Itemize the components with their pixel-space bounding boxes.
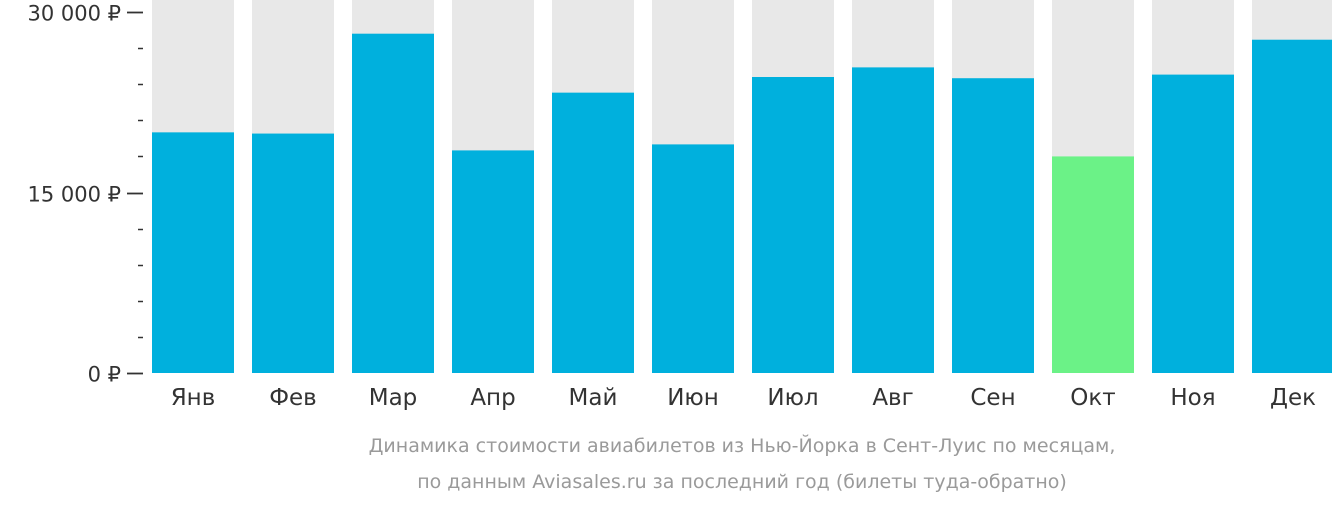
bar-12 <box>1252 39 1332 373</box>
caption-line-2: по данным Aviasales.ru за последний год … <box>417 471 1067 493</box>
bar-2 <box>252 133 334 373</box>
chart-caption: Динамика стоимости авиабилетов из Нью-Йо… <box>369 434 1116 493</box>
bar-11 <box>1152 74 1234 373</box>
y-tick-label-2: 15 000 ₽ <box>27 183 121 207</box>
x-tick-label-12: Дек <box>1270 385 1316 411</box>
bar-10 <box>1052 156 1134 373</box>
x-axis: Янв Фев Мар Апр Май Июн Июл Авг Сен Окт Ноя Дек <box>171 385 1316 411</box>
y-tick-label-3: 30 000 ₽ <box>27 2 121 26</box>
x-tick-label-6: Июн <box>667 385 719 411</box>
caption-line-1: Динамика стоимости авиабилетов из Нью-Йо… <box>369 434 1116 457</box>
x-tick-label-4: Апр <box>470 385 515 411</box>
x-tick-label-8: Авг <box>872 385 913 411</box>
bar-9 <box>952 78 1034 373</box>
x-tick-label-9: Сен <box>970 385 1015 411</box>
x-tick-label-5: Май <box>569 385 618 411</box>
bar-7 <box>752 77 834 373</box>
x-tick-label-10: Окт <box>1070 385 1115 411</box>
bar-1 <box>152 132 234 373</box>
bar-6 <box>652 144 734 373</box>
bar-3 <box>352 33 434 374</box>
y-tick-label-1: 0 ₽ <box>88 363 121 387</box>
x-tick-label-11: Ноя <box>1170 385 1215 411</box>
x-tick-label-1: Янв <box>171 385 216 411</box>
x-tick-label-2: Фев <box>269 385 317 411</box>
x-tick-label-7: Июл <box>767 385 818 411</box>
x-tick-label-3: Мар <box>369 385 418 411</box>
bar-4 <box>452 150 534 373</box>
bar-8 <box>852 67 934 373</box>
bar-5 <box>552 92 634 374</box>
y-axis: 0 ₽ 15 000 ₽ 30 000 ₽ <box>27 2 143 387</box>
value-bars <box>152 33 1332 374</box>
